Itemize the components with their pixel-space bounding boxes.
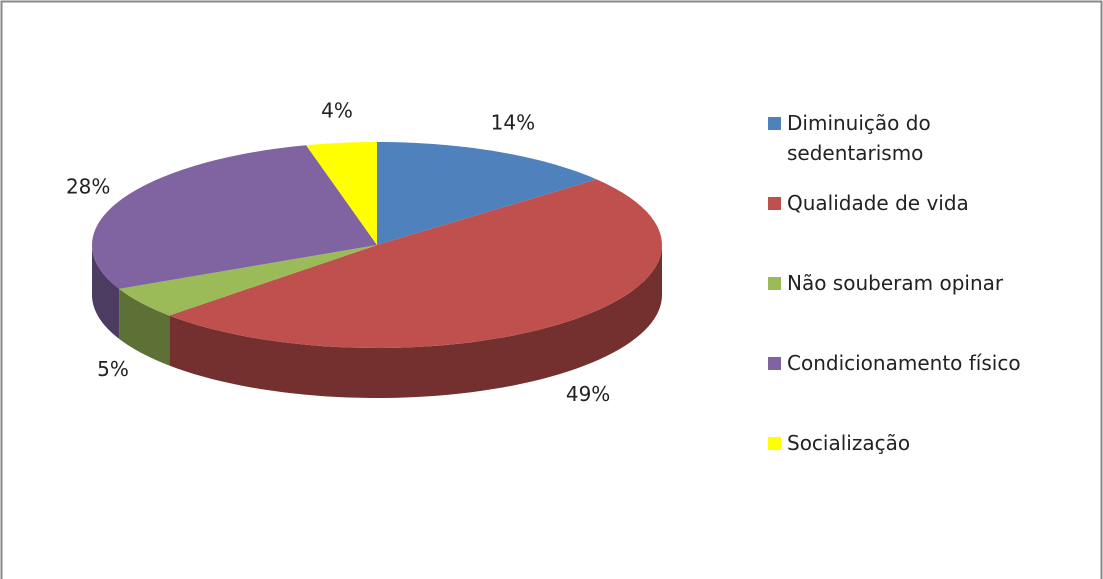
legend-label: Socialização [787,431,911,455]
data-label: 4% [321,99,353,123]
legend-item: Qualidade de vida [768,188,1088,268]
legend-label: Não souberam opinar [787,271,1004,295]
legend-swatch [768,277,781,290]
legend: Diminuição do sedentarismo Qualidade de v… [768,108,1088,508]
legend-swatch [768,357,781,370]
pie-side [119,288,170,366]
legend-swatch [768,437,781,450]
legend-item: Não souberam opinar [768,268,1088,348]
pie-side [169,245,662,398]
pie-slice [119,245,377,316]
legend-swatch [768,197,781,210]
legend-item: Socialização [768,428,1088,508]
legend-swatch [768,117,781,130]
legend-label: Condicionamento físico [787,351,1021,375]
legend-label: Diminuição do sedentarismo [787,111,931,165]
data-label: 28% [66,174,110,198]
legend-item: Diminuição do sedentarismo [768,108,1088,188]
pie-slice [92,145,377,289]
pie-side [92,245,120,339]
pie-slice [306,142,377,245]
data-label: 49% [566,382,610,406]
legend-item: Condicionamento físico [768,348,1088,428]
legend-label: Qualidade de vida [787,191,969,215]
data-label: 5% [97,357,129,381]
pie-slice [169,179,662,348]
pie-slice [377,142,597,245]
data-label: 14% [491,110,535,134]
